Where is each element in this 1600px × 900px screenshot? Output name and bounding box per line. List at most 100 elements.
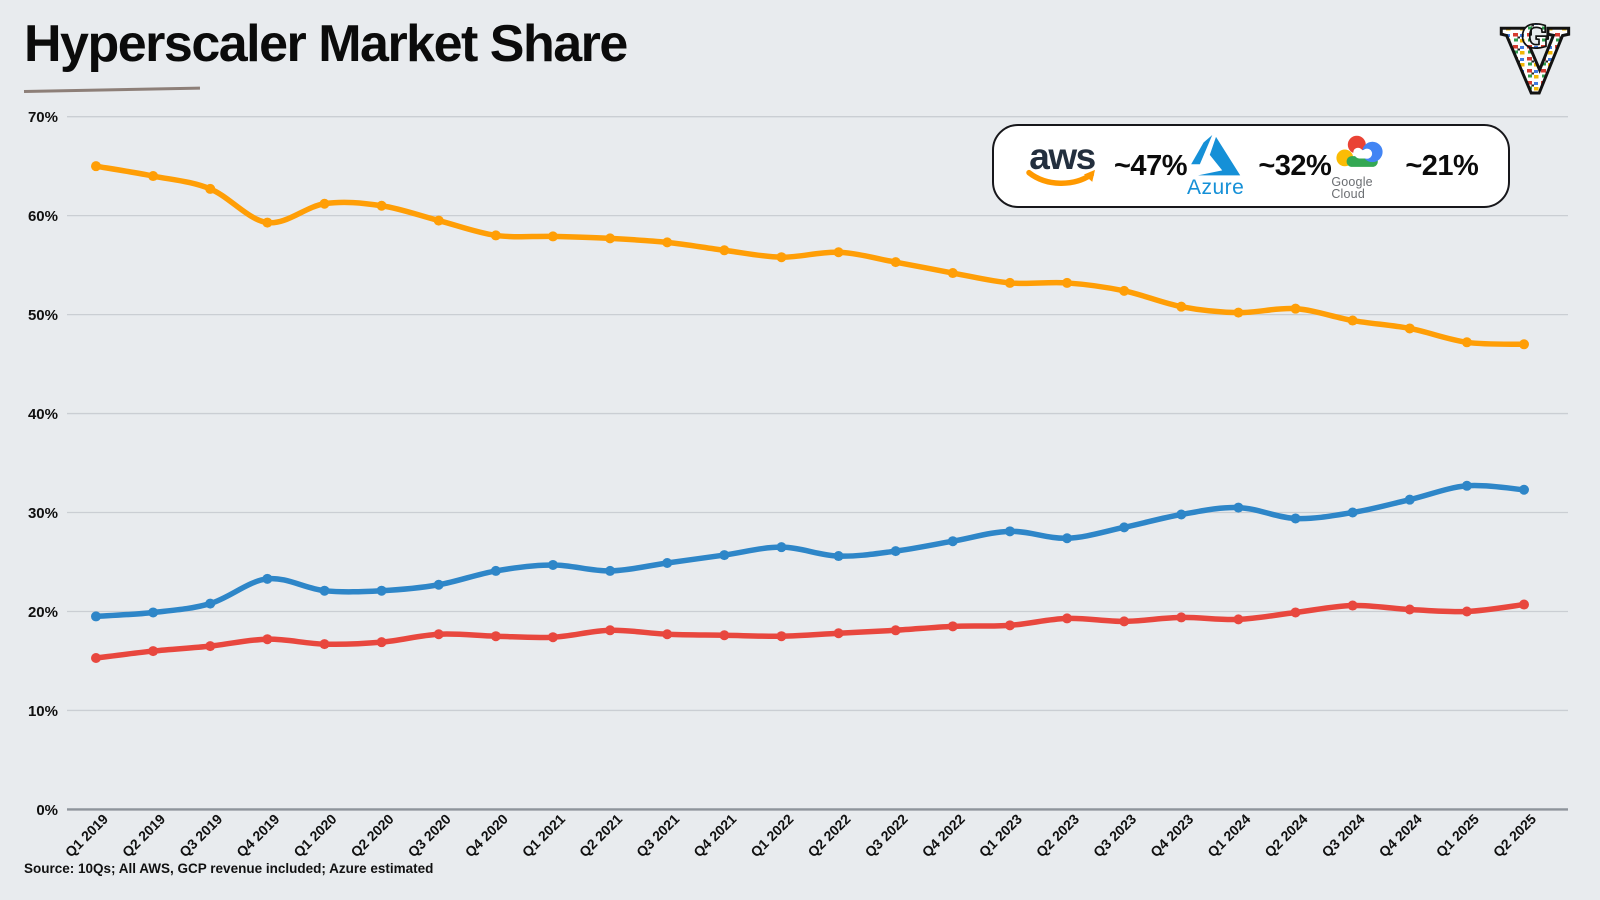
brand-logo-v: V xyxy=(1502,8,1568,98)
data-point-azure xyxy=(947,536,958,547)
data-point-aws xyxy=(1233,307,1244,318)
x-tick-label: Q2 2025 xyxy=(1490,811,1539,860)
data-point-azure xyxy=(719,550,730,561)
brand-logo-g: G xyxy=(1522,18,1548,55)
data-point-google-cloud xyxy=(376,637,387,648)
y-tick-label: 30% xyxy=(28,505,58,522)
x-tick-label: Q4 2020 xyxy=(462,811,511,860)
data-point-google-cloud xyxy=(148,646,159,657)
data-point-google-cloud xyxy=(776,631,787,642)
data-point-aws xyxy=(719,245,730,256)
x-tick-label: Q3 2021 xyxy=(633,811,682,860)
x-tick-label: Q2 2023 xyxy=(1033,811,1082,860)
data-point-aws xyxy=(1176,301,1187,312)
data-point-google-cloud xyxy=(319,639,330,650)
x-tick-label: Q1 2025 xyxy=(1433,811,1482,860)
data-point-google-cloud xyxy=(662,629,673,640)
data-point-azure xyxy=(833,551,844,562)
x-tick-label: Q4 2021 xyxy=(690,811,739,860)
data-point-azure xyxy=(433,579,444,590)
data-point-aws xyxy=(1062,277,1073,288)
data-point-azure xyxy=(148,607,159,618)
source-note: Source: 10Qs; All AWS, GCP revenue inclu… xyxy=(24,861,434,876)
data-point-azure xyxy=(662,557,673,568)
x-tick-label: Q2 2022 xyxy=(804,811,853,860)
data-point-google-cloud xyxy=(205,641,216,652)
x-tick-label: Q4 2022 xyxy=(919,811,968,860)
data-point-azure xyxy=(890,546,901,557)
data-point-azure xyxy=(1290,513,1301,524)
data-point-google-cloud xyxy=(1347,600,1358,611)
data-point-google-cloud xyxy=(262,634,273,645)
data-point-aws xyxy=(947,268,958,279)
y-tick-label: 40% xyxy=(28,406,58,423)
data-point-google-cloud xyxy=(433,629,444,640)
data-point-aws xyxy=(1119,285,1130,296)
x-tick-label: Q1 2021 xyxy=(519,811,568,860)
aws-wordmark: aws xyxy=(1029,136,1096,178)
data-point-google-cloud xyxy=(547,632,558,643)
data-point-aws xyxy=(833,247,844,258)
data-point-aws xyxy=(91,161,101,172)
data-point-azure xyxy=(262,573,273,584)
series-line-google-cloud xyxy=(93,601,1527,661)
data-point-aws xyxy=(262,217,273,228)
data-point-google-cloud xyxy=(1290,607,1301,618)
data-point-google-cloud xyxy=(1233,614,1244,625)
data-point-azure xyxy=(319,585,330,596)
series-line-azure xyxy=(93,482,1527,620)
data-point-aws xyxy=(376,200,387,211)
legend-item-aws: aws ~47% xyxy=(1024,136,1187,190)
data-point-google-cloud xyxy=(1404,604,1415,615)
x-tick-label: Q1 2022 xyxy=(747,811,796,860)
azure-triangle-icon xyxy=(1190,134,1240,175)
y-tick-label: 50% xyxy=(28,307,58,324)
brand-logo: V G xyxy=(1499,8,1571,98)
y-tick-label: 0% xyxy=(36,802,58,819)
azure-wordmark: Azure xyxy=(1186,175,1245,199)
data-point-azure xyxy=(1461,480,1472,491)
data-point-aws xyxy=(433,215,444,226)
page-title: Hyperscaler Market Share xyxy=(24,15,628,73)
x-tick-label: Q2 2021 xyxy=(576,811,625,860)
x-tick-label: Q3 2024 xyxy=(1318,811,1367,860)
data-point-aws xyxy=(148,171,159,182)
data-point-azure xyxy=(776,542,787,553)
data-point-azure xyxy=(1176,509,1187,520)
x-tick-label: Q4 2019 xyxy=(233,811,282,860)
data-point-aws xyxy=(1004,277,1015,288)
data-point-google-cloud xyxy=(890,625,901,636)
data-point-google-cloud xyxy=(1119,616,1130,627)
data-point-aws xyxy=(1519,339,1529,350)
y-tick-label: 20% xyxy=(28,604,58,621)
data-point-aws xyxy=(776,252,787,263)
data-point-google-cloud xyxy=(1062,613,1073,624)
data-point-azure xyxy=(605,565,616,576)
data-point-azure xyxy=(1347,507,1358,518)
data-point-azure xyxy=(376,585,387,596)
x-tick-label: Q1 2020 xyxy=(290,811,339,860)
data-point-aws xyxy=(205,183,216,194)
data-point-aws xyxy=(1461,337,1472,348)
x-tick-label: Q4 2023 xyxy=(1147,811,1196,860)
google-cloud-icon xyxy=(1336,135,1383,167)
x-tick-label: Q1 2023 xyxy=(976,811,1025,860)
data-point-google-cloud xyxy=(719,630,730,641)
google-cloud-wordmark: Google Cloud xyxy=(1331,174,1373,201)
data-point-google-cloud xyxy=(605,625,616,636)
data-point-azure xyxy=(1062,533,1073,544)
data-point-google-cloud xyxy=(1519,599,1529,610)
data-point-google-cloud xyxy=(1461,606,1472,617)
data-point-aws xyxy=(605,233,616,244)
data-point-azure xyxy=(1519,484,1529,495)
aws-smile-icon xyxy=(1026,169,1095,186)
data-point-aws xyxy=(1404,323,1415,334)
azure-share-value: ~32% xyxy=(1258,149,1332,182)
data-point-azure xyxy=(205,598,216,609)
x-tick-label: Q3 2023 xyxy=(1090,811,1139,860)
data-point-aws xyxy=(1347,315,1358,326)
data-point-azure xyxy=(1004,526,1015,537)
aws-logo-icon: aws xyxy=(1024,136,1100,190)
data-point-azure xyxy=(1119,522,1130,533)
